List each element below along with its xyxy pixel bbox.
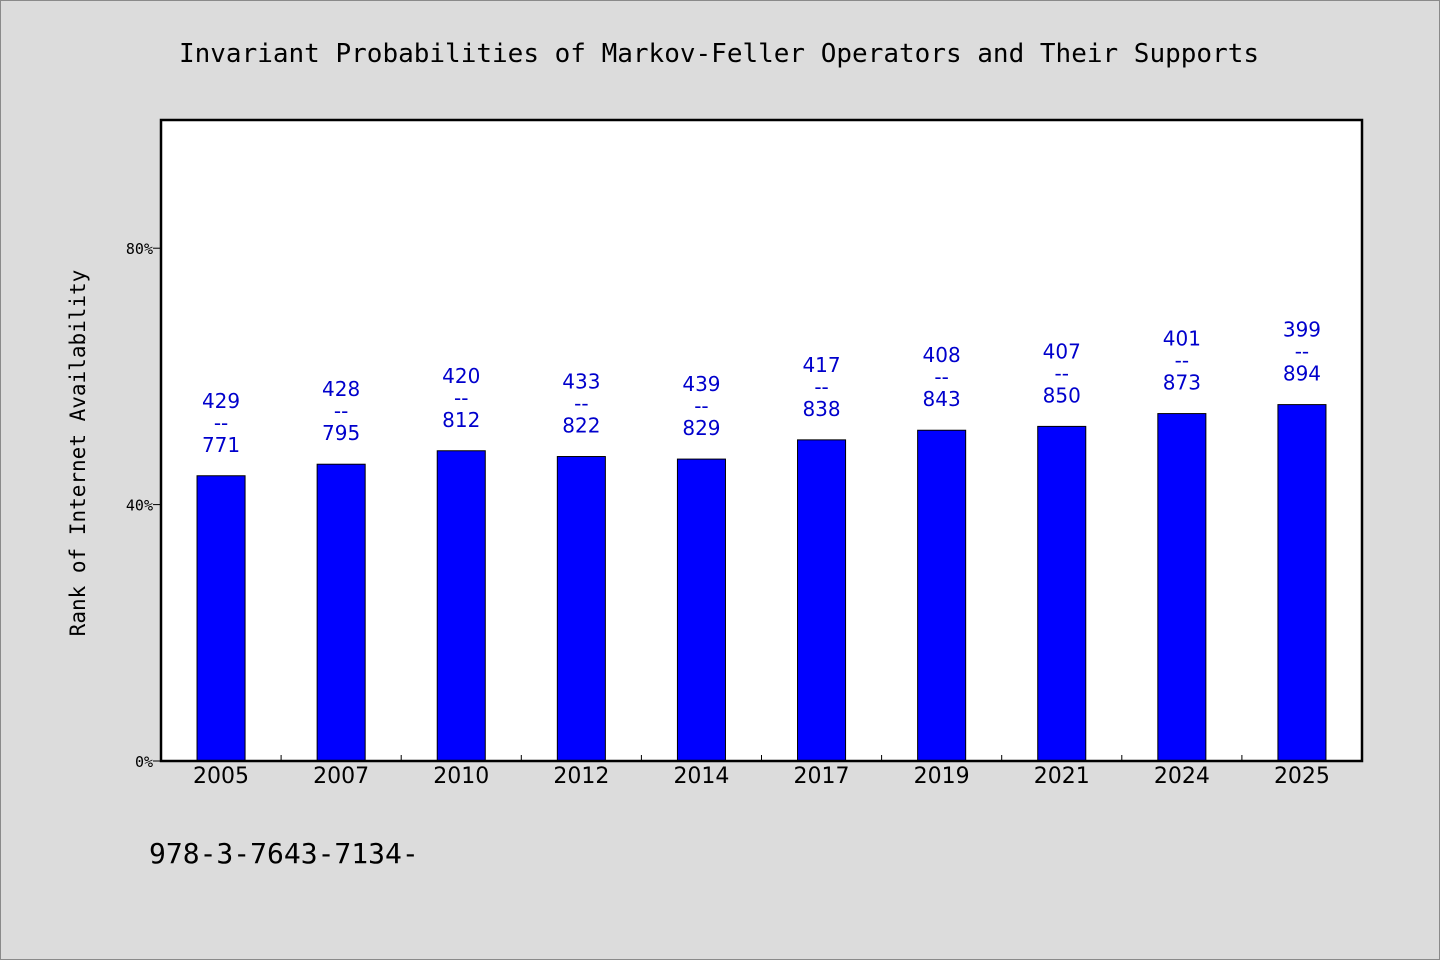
plot-frame	[159, 118, 1364, 763]
data-labels-layer: 429--771428--795420--812433--822439--829…	[202, 318, 1321, 457]
data-label-line: 843	[923, 387, 961, 411]
data-label-line: 420	[442, 364, 480, 388]
x-tick-label-2007: 2007	[313, 764, 369, 789]
data-label-line: 850	[1043, 383, 1081, 407]
data-label-line: 401	[1163, 327, 1201, 351]
y-axis-label: Rank of Internet Availability	[66, 270, 90, 637]
x-tick-label-2010: 2010	[433, 764, 489, 789]
bar-2025	[1277, 404, 1327, 762]
bar-2019	[917, 429, 967, 762]
bar-2021	[1037, 425, 1087, 762]
data-label-line: 408	[923, 343, 961, 367]
data-label-2005: 429--771	[202, 389, 240, 457]
data-label-line: 429	[202, 389, 240, 413]
x-tick-label-2005: 2005	[193, 764, 249, 789]
data-label-2012: 433--822	[562, 370, 600, 438]
data-label-2007: 428--795	[322, 377, 360, 445]
x-tick-label-2019: 2019	[914, 764, 970, 789]
data-label-line: 812	[442, 408, 480, 432]
x-tick-label-2021: 2021	[1034, 764, 1090, 789]
data-label-line: 795	[322, 421, 360, 445]
data-label-line: --	[454, 386, 468, 410]
data-label-2021: 407--850	[1043, 339, 1081, 407]
data-label-line: --	[934, 365, 948, 389]
x-tick-label-2012: 2012	[553, 764, 609, 789]
data-label-2024: 401--873	[1163, 327, 1201, 395]
data-label-line: 822	[562, 414, 600, 438]
y-tick-label: 0%	[135, 753, 153, 771]
data-label-2010: 420--812	[442, 364, 480, 432]
data-label-line: 829	[682, 416, 720, 440]
x-tick-label-2025: 2025	[1274, 764, 1330, 789]
x-tick-label-2017: 2017	[794, 764, 850, 789]
data-label-line: --	[574, 392, 588, 416]
data-label-line: 771	[202, 433, 240, 457]
x-tick-label-2014: 2014	[673, 764, 729, 789]
bar-2005	[196, 475, 246, 762]
data-label-line: --	[1295, 340, 1309, 364]
data-label-line: --	[1175, 349, 1189, 373]
data-label-line: 399	[1283, 318, 1321, 342]
data-label-2017: 417--838	[802, 353, 840, 421]
chart-title: Invariant Probabilities of Markov-Feller…	[179, 39, 1259, 69]
data-label-2025: 399--894	[1283, 318, 1321, 386]
data-label-line: 873	[1163, 371, 1201, 395]
data-label-line: --	[1055, 361, 1069, 385]
bar-2012	[556, 456, 606, 762]
data-label-line: 439	[682, 372, 720, 396]
y-axis-ticks: 0% 40% 80%	[126, 240, 161, 771]
bar-2024	[1157, 413, 1207, 762]
bar-2017	[797, 439, 847, 762]
data-label-line: 407	[1043, 339, 1081, 363]
y-tick-label: 40%	[126, 497, 153, 515]
data-label-line: 433	[562, 370, 600, 394]
data-label-line: 417	[802, 353, 840, 377]
data-label-line: --	[694, 394, 708, 418]
bar-2010	[436, 450, 486, 762]
bar-2007	[316, 463, 366, 762]
footnote: 978-3-7643-7134-	[149, 837, 419, 870]
x-axis-ticks: 2005 2007 2010 2012 2014 2017 2019 2021 2024 2025	[193, 755, 1330, 789]
data-label-line: --	[214, 411, 228, 435]
bars-layer	[196, 404, 1327, 762]
bar-2014	[676, 458, 726, 762]
x-tick-label-2024: 2024	[1154, 764, 1210, 789]
data-label-line: 838	[802, 397, 840, 421]
data-label-line: --	[814, 375, 828, 399]
data-label-2019: 408--843	[923, 343, 961, 411]
data-label-line: 428	[322, 377, 360, 401]
data-label-line: 894	[1283, 362, 1321, 386]
y-tick-label: 80%	[126, 240, 153, 258]
data-label-line: --	[334, 399, 348, 423]
data-label-2014: 439--829	[682, 372, 720, 440]
